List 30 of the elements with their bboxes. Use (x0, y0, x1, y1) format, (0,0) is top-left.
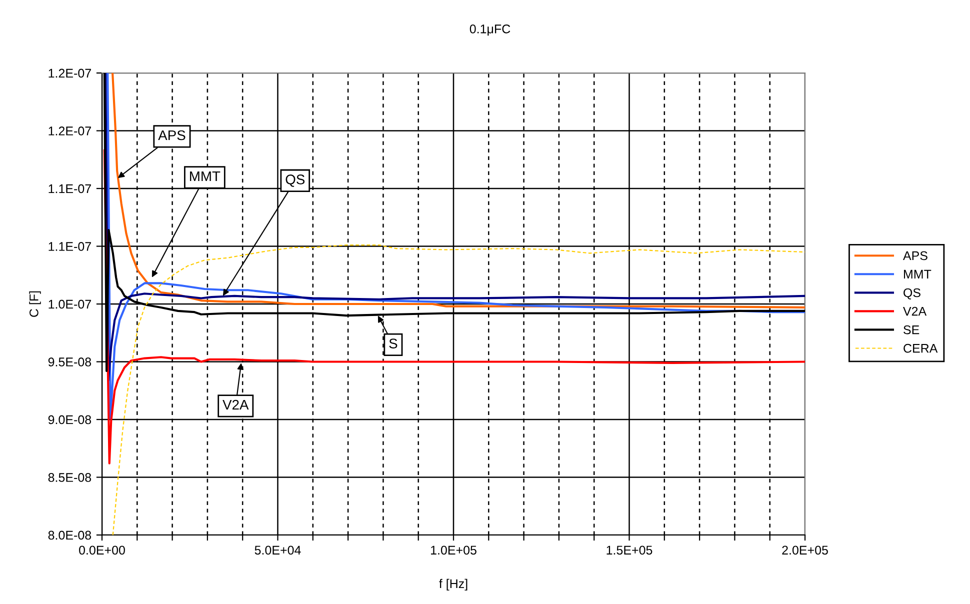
line-series (112, 73, 805, 309)
x-tick-label: 5.0E+04 (254, 546, 301, 555)
y-axis-title: C [F] (29, 291, 41, 317)
x-tick-label: 0.0E+00 (79, 546, 125, 555)
legend-label: V2A (903, 306, 927, 316)
y-tick-label: 1.1E-07 (48, 242, 91, 251)
legend-label: SE (904, 325, 920, 334)
line-series (112, 244, 805, 535)
x-axis-title: f [Hz] (439, 578, 468, 591)
x-tick-label: 1.0E+05 (430, 546, 476, 555)
annotation: MMT (190, 171, 220, 182)
y-tick-label: 1.1E-07 (48, 184, 91, 194)
y-tick-label: 1.0E-07 (48, 300, 91, 309)
x-tick-label: 1.5E+05 (606, 546, 652, 555)
annotation: V2A (222, 400, 249, 410)
legend-label: CERA (904, 344, 938, 353)
annotation: QS (286, 174, 305, 187)
annotation: S (389, 338, 398, 348)
y-tick-label: 8.5E-08 (48, 473, 92, 482)
legend-label: MMT (904, 270, 932, 279)
y-tick-label: 1.2E-07 (48, 68, 91, 78)
annotation: APS (158, 130, 186, 140)
y-tick-label: 1.2E-07 (48, 126, 91, 136)
y-tick-label: 9.5E-08 (48, 358, 92, 366)
legend-label: APS (902, 251, 928, 260)
x-tick-label: 2.0E+05 (782, 546, 828, 555)
y-tick-label: 9.0E-08 (48, 415, 92, 424)
legend-label: QS (904, 288, 920, 300)
chart-title: 0.1μFC (470, 24, 510, 36)
y-tick-label: 8.0E-08 (48, 530, 92, 540)
